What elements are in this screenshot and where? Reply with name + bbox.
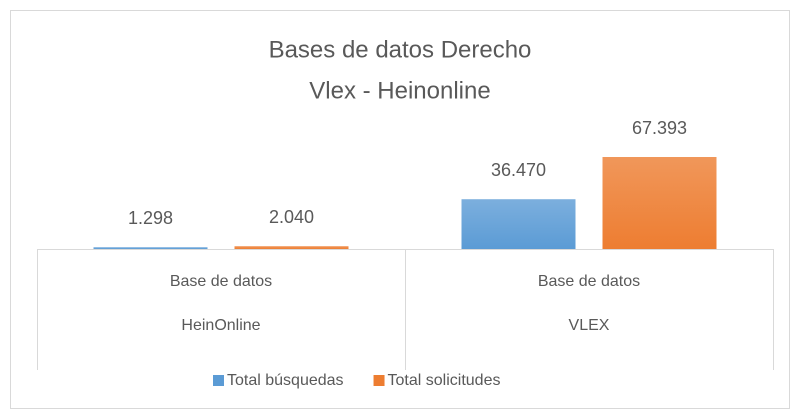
data-label: 1.298 <box>128 208 173 228</box>
legend-label: Total solicitudes <box>388 372 501 389</box>
chart-title: Bases de datos Derecho <box>269 36 532 63</box>
legend-swatch <box>213 375 224 386</box>
bar <box>602 157 717 249</box>
data-label: 36.470 <box>491 160 546 180</box>
legend-swatch <box>373 375 385 386</box>
bar <box>461 199 576 249</box>
bar <box>234 246 349 249</box>
chart-title: Vlex - Heinonline <box>309 77 490 104</box>
category-group-label: Base de datos <box>538 273 640 290</box>
x-tick-label: VLEX <box>569 317 610 334</box>
data-label: 2.040 <box>269 207 314 227</box>
legend-label: Total búsquedas <box>227 372 344 389</box>
data-label: 67.393 <box>632 118 687 138</box>
bar <box>93 247 208 249</box>
x-tick-label: HeinOnline <box>181 317 260 334</box>
category-group-label: Base de datos <box>170 273 272 290</box>
